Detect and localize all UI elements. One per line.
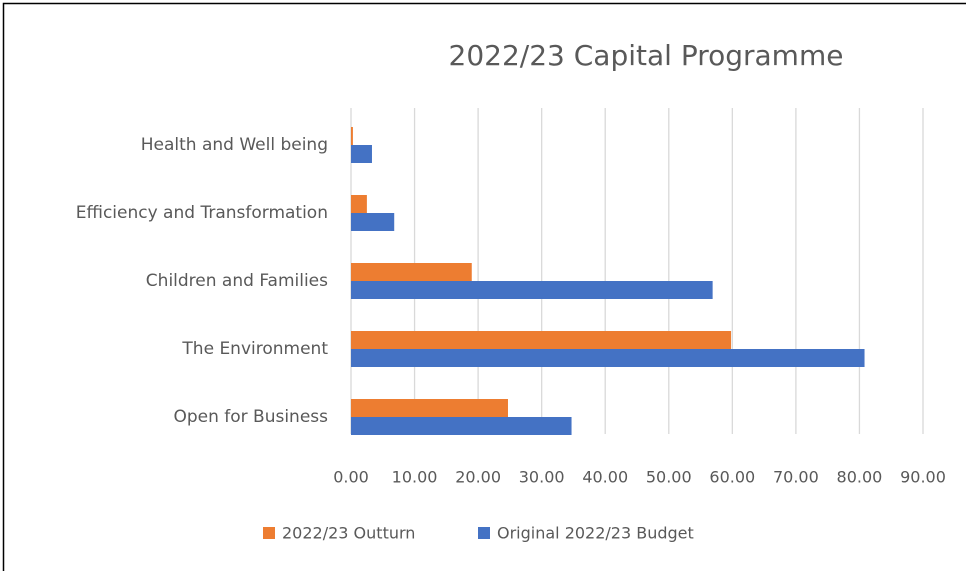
x-tick-label: 0.00 [333,468,369,487]
y-tick-label: The Environment [181,339,328,359]
x-tick-label: 10.00 [392,468,438,487]
x-tick-label: 30.00 [519,468,565,487]
bar [351,281,713,299]
bar [351,263,472,281]
chart-title: 2022/23 Capital Programme [449,39,844,72]
legend-label: 2022/23 Outturn [282,524,415,543]
x-tick-label: 40.00 [582,468,628,487]
bar [351,349,865,367]
y-tick-label: Open for Business [173,407,328,427]
bar [351,331,732,349]
y-tick-label: Health and Well being [141,135,328,155]
x-tick-label: 20.00 [455,468,501,487]
x-tick-label: 50.00 [646,468,692,487]
x-tick-label: 80.00 [837,468,883,487]
bar [351,417,572,435]
bar [351,213,395,231]
x-tick-label: 70.00 [773,468,819,487]
bar [351,145,372,163]
y-tick-label: Children and Families [146,271,328,291]
y-tick-label: Efficiency and Transformation [76,203,328,223]
x-tick-label: 60.00 [709,468,755,487]
legend-swatch [263,527,275,539]
bar [351,127,353,145]
bar [351,399,508,417]
legend-label: Original 2022/23 Budget [497,524,694,543]
x-tick-label: 90.00 [900,468,946,487]
bar [351,195,367,213]
legend-swatch [478,527,490,539]
